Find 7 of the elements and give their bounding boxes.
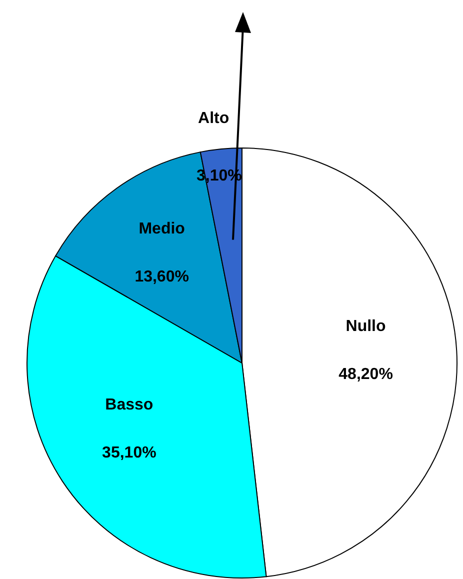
data-label: 13,60% xyxy=(134,268,189,286)
slice-label: Basso xyxy=(105,396,154,414)
slice-label: Alto xyxy=(198,110,230,127)
slice-label: Nullo xyxy=(346,318,386,336)
slice-label: Medio xyxy=(138,220,186,238)
data-label: 48,20% xyxy=(338,366,393,384)
data-label: 35,10% xyxy=(102,444,156,462)
